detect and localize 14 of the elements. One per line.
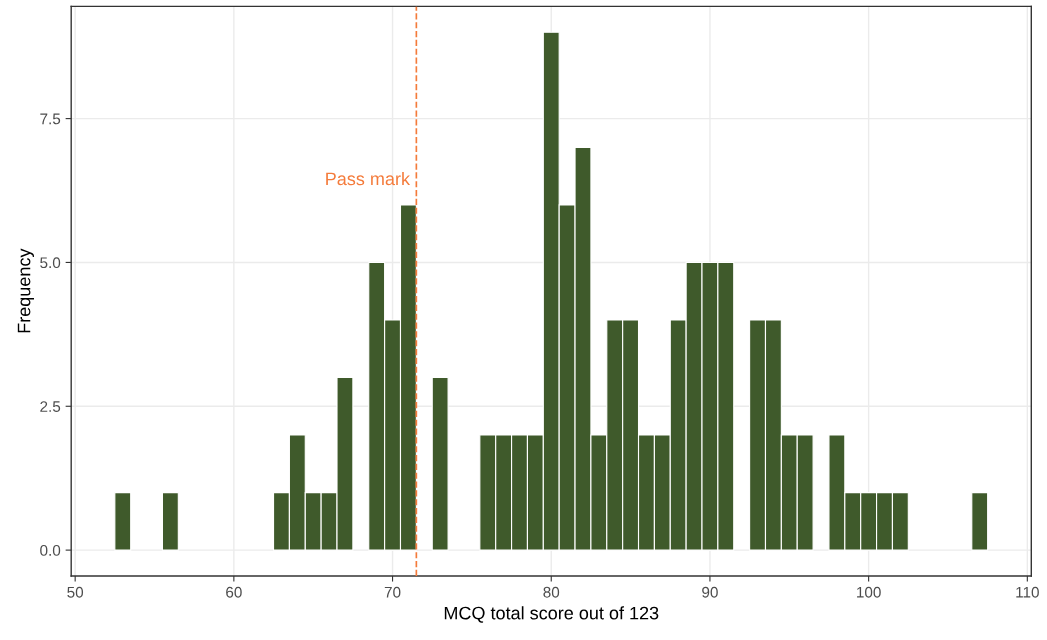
y-axis-title: Frequency	[17, 248, 34, 333]
y-tick-label: 0.0	[40, 544, 61, 556]
y-tick-label: 2.5	[40, 401, 61, 412]
x-tick-label: 110	[1016, 586, 1039, 598]
y-tick-label: 7.5	[40, 113, 61, 125]
x-tick-label: 90	[702, 586, 718, 598]
x-tick-label: 100	[857, 586, 881, 598]
ref-line-label: Pass mark	[326, 171, 411, 186]
x-axis-title: MCQ total score out of 123	[444, 606, 659, 623]
y-tick-label: 5.0	[40, 257, 61, 269]
x-tick-label: 60	[226, 586, 242, 598]
x-tick-label: 70	[384, 586, 401, 598]
x-tick-label: 80	[543, 586, 560, 598]
x-tick-label: 50	[67, 586, 84, 598]
